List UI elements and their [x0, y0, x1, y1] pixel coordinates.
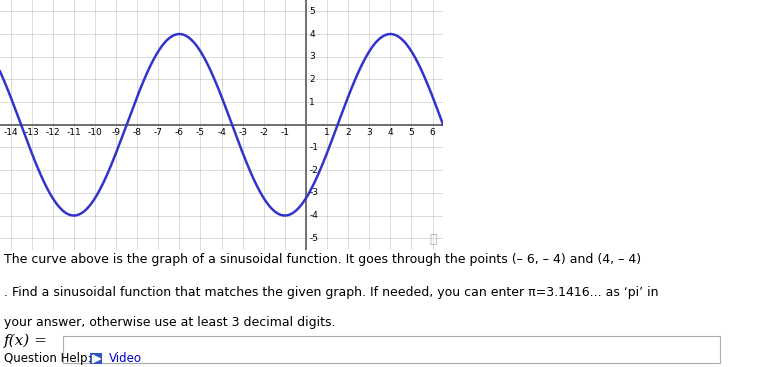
- Text: 6: 6: [429, 128, 435, 137]
- Text: -11: -11: [66, 128, 81, 137]
- Text: ⌕: ⌕: [429, 233, 436, 246]
- Text: 1: 1: [324, 128, 330, 137]
- Text: -4: -4: [309, 211, 318, 220]
- Text: f(x) =: f(x) =: [4, 334, 47, 348]
- Text: -13: -13: [24, 128, 39, 137]
- Text: -2: -2: [309, 166, 318, 175]
- Text: -3: -3: [309, 188, 318, 197]
- Text: -10: -10: [88, 128, 102, 137]
- Text: -14: -14: [3, 128, 18, 137]
- Text: 2: 2: [345, 128, 351, 137]
- Text: 4: 4: [387, 128, 393, 137]
- Text: -5: -5: [196, 128, 205, 137]
- Text: -6: -6: [175, 128, 184, 137]
- Text: 2: 2: [309, 75, 315, 84]
- Text: 3: 3: [309, 52, 315, 61]
- Text: -5: -5: [309, 234, 318, 243]
- Text: Video: Video: [109, 352, 142, 365]
- Text: The curve above is the graph of a sinusoidal function. It goes through the point: The curve above is the graph of a sinuso…: [4, 253, 641, 266]
- Text: 5: 5: [409, 128, 414, 137]
- Text: -4: -4: [217, 128, 226, 137]
- Text: your answer, otherwise use at least 3 decimal digits.: your answer, otherwise use at least 3 de…: [4, 316, 335, 328]
- Polygon shape: [92, 355, 101, 363]
- Text: -8: -8: [133, 128, 141, 137]
- Text: -2: -2: [259, 128, 268, 137]
- Text: 5: 5: [309, 7, 315, 16]
- Text: -1: -1: [280, 128, 290, 137]
- Text: -1: -1: [309, 143, 318, 152]
- Text: 1: 1: [309, 98, 315, 106]
- Text: Question Help:: Question Help:: [4, 352, 92, 365]
- Text: -7: -7: [154, 128, 163, 137]
- Text: 4: 4: [309, 29, 315, 39]
- Text: -3: -3: [238, 128, 248, 137]
- Text: 3: 3: [367, 128, 372, 137]
- Text: -12: -12: [45, 128, 60, 137]
- Text: -9: -9: [112, 128, 121, 137]
- Text: . Find a sinusoidal function that matches the given graph. If needed, you can en: . Find a sinusoidal function that matche…: [4, 286, 659, 299]
